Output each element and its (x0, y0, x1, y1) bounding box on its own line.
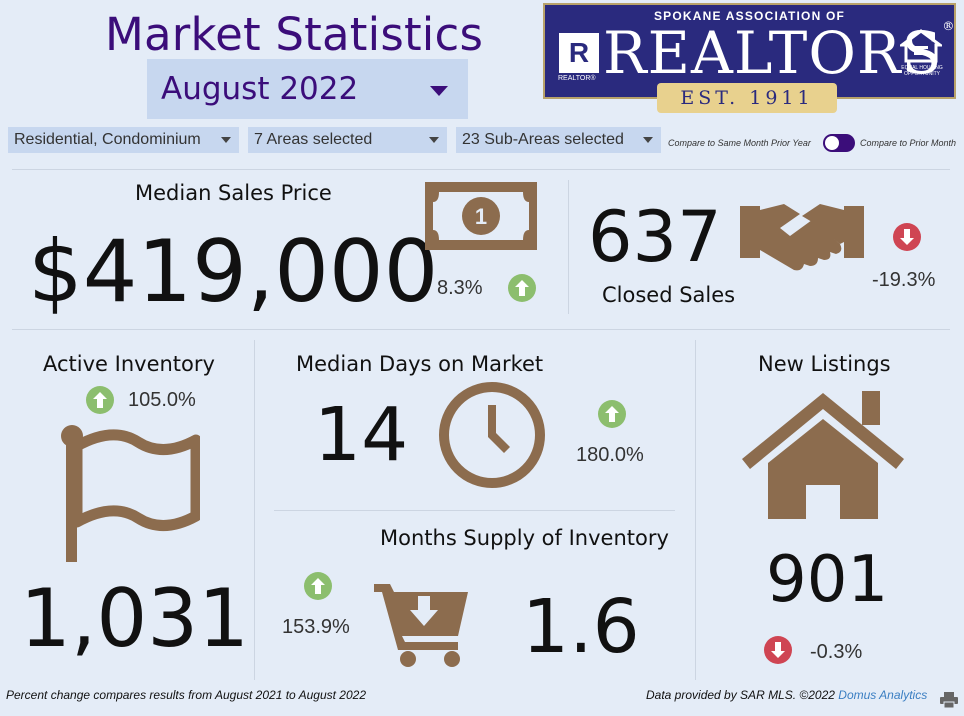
handshake-icon (740, 204, 864, 271)
page-title: Market Statistics (105, 8, 484, 61)
months-supply-change: 153.9% (282, 616, 350, 638)
arrow-up-icon (304, 572, 332, 600)
divider (695, 340, 696, 680)
toggle-knob (825, 136, 839, 150)
divider (12, 169, 950, 170)
closed-sales-label: Closed Sales (602, 283, 736, 307)
days-on-market-change: 180.0% (576, 444, 644, 466)
active-inventory-label: Active Inventory (43, 352, 215, 376)
property-type-label: Residential, Condominium (14, 131, 201, 148)
logo-wordmark-text: REALTORS (603, 19, 943, 87)
property-type-filter[interactable]: Residential, Condominium (8, 127, 239, 153)
active-inventory-value: 1,031 (20, 572, 250, 665)
compare-toggle[interactable] (823, 134, 855, 152)
arrow-down-icon (893, 223, 921, 251)
divider (274, 510, 675, 511)
days-on-market-label: Median Days on Market (296, 352, 544, 376)
new-listings-label: New Listings (758, 352, 891, 376)
caret-down-icon (221, 137, 231, 143)
active-inventory-change: 105.0% (128, 389, 196, 411)
month-dropdown[interactable]: August 2022 (147, 59, 468, 119)
registered-mark: ® (942, 19, 956, 33)
footer-credit: Data provided by SAR MLS. ©2022 Domus An… (646, 688, 927, 702)
realtor-r-icon: R (559, 33, 599, 73)
caret-down-icon (429, 137, 439, 143)
divider (254, 340, 255, 680)
days-on-market-value: 14 (314, 392, 409, 478)
realtor-r-caption: REALTOR® (558, 75, 596, 82)
caret-down-icon (430, 86, 448, 96)
median-price-change: 8.3% (437, 277, 483, 299)
print-icon[interactable] (940, 692, 958, 708)
arrow-up-icon (598, 400, 626, 428)
median-price-value: $419,000 (28, 222, 439, 322)
equal-housing-icon (900, 29, 942, 63)
arrow-up-icon (86, 386, 114, 414)
months-supply-label: Months Supply of Inventory (380, 526, 669, 550)
closed-sales-value: 637 (588, 196, 722, 278)
divider (12, 329, 950, 330)
sub-areas-filter[interactable]: 23 Sub-Areas selected (456, 127, 661, 153)
median-price-label: Median Sales Price (135, 181, 332, 205)
arrow-up-icon (508, 274, 536, 302)
toggle-label-prior-month: Compare to Prior Month (860, 138, 957, 148)
divider (568, 180, 569, 314)
arrow-down-icon (764, 636, 792, 664)
shopping-cart-icon (374, 584, 468, 667)
footer-credit-text: Data provided by SAR MLS. ©2022 (646, 688, 839, 702)
areas-label: 7 Areas selected (254, 131, 373, 148)
equal-housing-text: EQUAL HOUSING OPPORTUNITY (901, 65, 943, 77)
new-listings-change: -0.3% (810, 641, 863, 663)
sub-areas-label: 23 Sub-Areas selected (462, 131, 624, 148)
new-listings-value: 901 (766, 543, 889, 617)
caret-down-icon (643, 137, 653, 143)
svg-text:1: 1 (475, 204, 487, 229)
month-dropdown-label: August 2022 (161, 71, 359, 107)
months-supply-value: 1.6 (522, 584, 640, 670)
toggle-label-prior-year: Compare to Same Month Prior Year (668, 138, 811, 148)
flag-icon (61, 425, 200, 562)
realtors-logo: SPOKANE ASSOCIATION OF R REALTOR® REALTO… (543, 3, 956, 113)
logo-org-text: SPOKANE ASSOCIATION OF (653, 9, 846, 23)
clock-icon (439, 382, 545, 488)
closed-sales-change: -19.3% (872, 269, 936, 291)
logo-wordmark: REALTORS® (603, 19, 955, 87)
domus-analytics-link[interactable]: Domus Analytics (838, 688, 928, 702)
footer-note: Percent change compares results from Aug… (6, 688, 366, 702)
house-icon (742, 391, 904, 519)
areas-filter[interactable]: 7 Areas selected (248, 127, 447, 153)
logo-ribbon: EST. 1911 (657, 83, 837, 113)
money-bill-icon: 1 (425, 182, 537, 250)
